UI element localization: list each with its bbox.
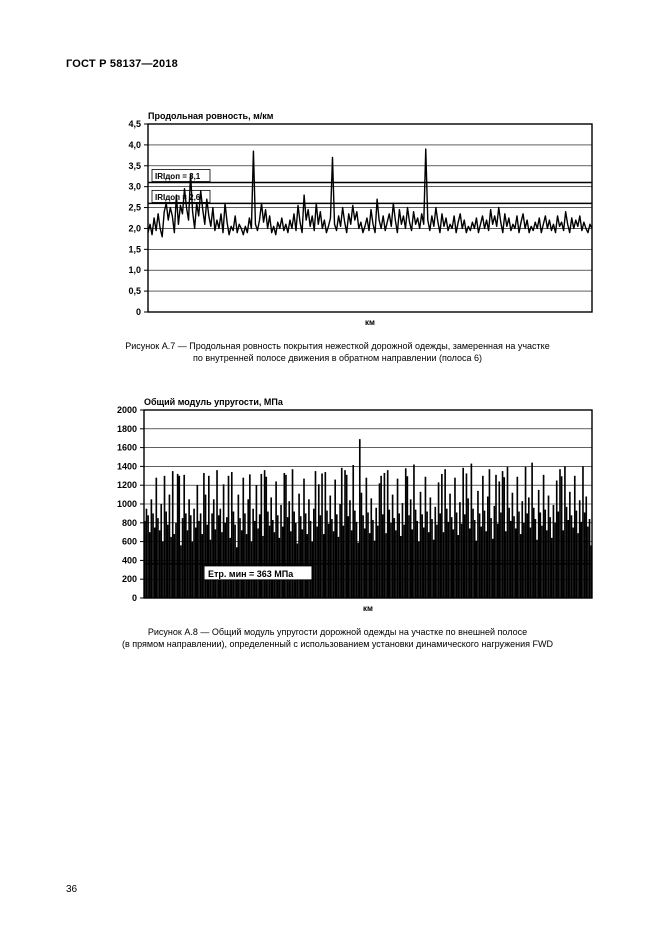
- svg-text:2,5: 2,5: [128, 203, 141, 213]
- svg-text:1600: 1600: [117, 443, 137, 453]
- svg-text:800: 800: [122, 518, 137, 528]
- svg-text:IRIдоп = 2,6: IRIдоп = 2,6: [155, 193, 201, 202]
- svg-text:1800: 1800: [117, 424, 137, 434]
- doc-code: ГОСТ Р 58137—2018: [66, 58, 609, 70]
- svg-text:IRIдоп = 3,1: IRIдоп = 3,1: [155, 172, 201, 181]
- svg-text:200: 200: [122, 574, 137, 584]
- caption-a7-line1: Рисунок А.7 — Продольная ровность покрыт…: [125, 341, 549, 351]
- svg-text:Общий модуль упругости, МПа: Общий модуль упругости, МПа: [144, 397, 284, 407]
- svg-text:2,0: 2,0: [128, 223, 141, 233]
- svg-text:км: км: [365, 318, 375, 327]
- caption-a7: Рисунок А.7 — Продольная ровность покрыт…: [66, 340, 609, 364]
- svg-text:км: км: [363, 604, 373, 613]
- svg-text:1,5: 1,5: [128, 244, 141, 254]
- svg-text:1000: 1000: [117, 499, 137, 509]
- svg-text:Продольная ровность, м/км: Продольная ровность, м/км: [148, 111, 274, 121]
- caption-a8: Рисунок А.8 — Общий модуль упругости дор…: [66, 626, 609, 650]
- svg-text:0: 0: [132, 593, 137, 603]
- svg-text:600: 600: [122, 537, 137, 547]
- svg-text:3,5: 3,5: [128, 161, 141, 171]
- svg-text:2000: 2000: [117, 405, 137, 415]
- svg-text:4,5: 4,5: [128, 119, 141, 129]
- svg-text:3,0: 3,0: [128, 182, 141, 192]
- caption-a7-line2: по внутренней полосе движения в обратном…: [193, 353, 482, 363]
- caption-a8-line1: Рисунок А.8 — Общий модуль упругости дор…: [148, 627, 527, 637]
- svg-text:400: 400: [122, 556, 137, 566]
- svg-text:1,0: 1,0: [128, 265, 141, 275]
- chart-longitudinal-evenness: 0 0,5 1,0 1,5 2,0 2,5 3,0 3,5 4,0 4,5 IRIдоп = 3,1…: [116, 106, 596, 330]
- svg-text:0,5: 0,5: [128, 286, 141, 296]
- caption-a8-line2: (в прямом направлении), определенный с и…: [122, 639, 553, 649]
- svg-text:0: 0: [136, 307, 141, 317]
- page-number: 36: [66, 884, 77, 895]
- svg-text:Етр. мин = 363 МПа: Етр. мин = 363 МПа: [208, 569, 294, 579]
- chart-elastic-modulus: 0 200 400 600 800 1000 1200 1400 1600 1800 2000 Етр…: [106, 392, 596, 616]
- svg-text:4,0: 4,0: [128, 140, 141, 150]
- svg-text:1400: 1400: [117, 462, 137, 472]
- svg-text:1200: 1200: [117, 480, 137, 490]
